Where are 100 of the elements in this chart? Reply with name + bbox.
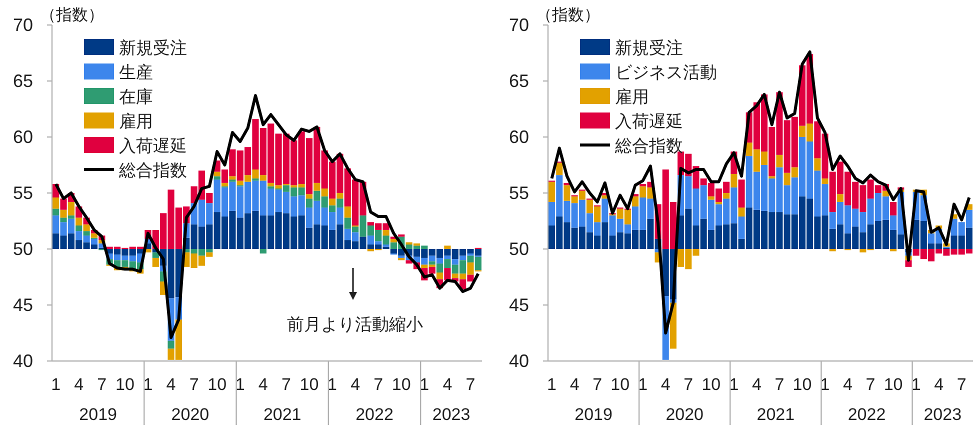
y-tick-label: 65 (12, 71, 33, 91)
x-tick-label: 7 (592, 375, 602, 394)
bar (214, 176, 220, 180)
bar (444, 246, 451, 249)
y-axis-title: （指数） (536, 6, 600, 24)
legend-label: 在庫 (119, 88, 153, 106)
x-tick-label: 4 (74, 375, 84, 394)
legend-label: 総合指数 (118, 161, 187, 180)
x-tick-label: 10 (884, 375, 903, 394)
x-tick-label: 4 (660, 375, 670, 394)
x-tick-label: 1 (638, 375, 648, 394)
x-tick-label: 1 (328, 375, 337, 394)
x-tick-label: 7 (956, 375, 966, 394)
bar (52, 208, 60, 216)
legend-label: 入荷遅延 (615, 112, 683, 131)
x-tick-label: 7 (374, 375, 384, 394)
bar (814, 158, 821, 171)
x-tick-label: 4 (442, 375, 452, 394)
legend-label: 総合指数 (614, 136, 683, 156)
bar (730, 174, 738, 188)
legend-label: 雇用 (119, 112, 153, 131)
bar (723, 193, 730, 199)
legend-label: 入荷遅延 (119, 136, 187, 156)
bar (229, 176, 236, 180)
annotation: 前月より活動縮小 (287, 315, 423, 334)
y-tick-label: 45 (12, 295, 33, 315)
text: 2019 (79, 405, 117, 424)
bar (467, 253, 474, 256)
x-tick-label: 4 (843, 375, 853, 394)
x-tick-label: 4 (752, 375, 762, 394)
text: 2021 (756, 405, 795, 424)
bar (336, 193, 344, 199)
bar (260, 249, 266, 254)
x-tick-label: 4 (350, 375, 360, 394)
x-tick-label: 1 (143, 375, 153, 394)
bar (152, 258, 159, 267)
y-tick-label: 50 (508, 239, 529, 259)
y-tick-label: 55 (508, 183, 529, 203)
x-tick-label: 1 (235, 375, 245, 394)
x-tick-label: 4 (934, 375, 944, 394)
y-tick-label: 40 (508, 351, 529, 371)
bar (548, 182, 556, 202)
legend-label: ビジネス活動 (615, 63, 717, 82)
bar (214, 172, 220, 176)
y-tick-label: 70 (508, 15, 529, 35)
bar (76, 225, 82, 232)
bar (776, 154, 783, 168)
text: 2022 (848, 405, 886, 424)
y-tick-label: 60 (508, 127, 529, 147)
bar (738, 180, 745, 208)
x-tick-label: 10 (792, 375, 812, 394)
bar (328, 198, 336, 206)
x-tick-label: 1 (729, 375, 739, 394)
x-tick-label: 1 (420, 375, 430, 394)
y-tick-label: 45 (508, 295, 529, 315)
bar (252, 178, 259, 181)
x-tick-label: 7 (466, 375, 476, 394)
bar (436, 272, 444, 280)
bar (221, 182, 228, 186)
y-tick-label: 60 (12, 127, 33, 147)
x-tick-label: 4 (570, 375, 580, 394)
legend-label: 新規受注 (615, 38, 683, 58)
x-tick-label: 7 (189, 375, 199, 394)
y-tick-label: 55 (12, 183, 33, 203)
x-tick-label: 1 (51, 375, 61, 394)
bar (890, 202, 897, 216)
bar (738, 208, 745, 217)
text: 2022 (356, 405, 394, 424)
legend-label: 生産 (119, 63, 153, 82)
legend-label: 雇用 (615, 88, 649, 106)
legend-label: 新規受注 (119, 38, 187, 58)
bar (836, 194, 844, 202)
x-tick-label: 1 (911, 375, 921, 394)
bar (306, 194, 313, 199)
x-tick-label: 7 (866, 375, 876, 394)
bar (905, 260, 912, 267)
bar (83, 231, 90, 236)
bar (52, 197, 60, 209)
x-tick-label: 7 (774, 375, 784, 394)
x-tick-label: 1 (547, 375, 557, 394)
bar (822, 178, 828, 184)
bar (344, 206, 351, 218)
text: 2019 (574, 405, 612, 424)
x-tick-label: 10 (702, 375, 721, 394)
x-tick-label: 7 (281, 375, 291, 394)
y-tick-label: 65 (508, 71, 529, 91)
bar (556, 162, 563, 176)
x-tick-label: 10 (300, 375, 319, 394)
text: 2020 (666, 405, 704, 424)
x-tick-label: 1 (820, 375, 830, 394)
bar (90, 233, 98, 238)
text: 2023 (924, 405, 962, 424)
bar (382, 230, 390, 236)
x-tick-label: 10 (610, 375, 630, 394)
x-tick-label: 10 (115, 375, 134, 394)
y-tick-label: 50 (12, 239, 33, 259)
text: 2023 (432, 405, 470, 424)
y-tick-label: 70 (12, 15, 33, 35)
x-tick-label: 10 (392, 375, 411, 394)
y-tick-label: 40 (12, 351, 33, 371)
